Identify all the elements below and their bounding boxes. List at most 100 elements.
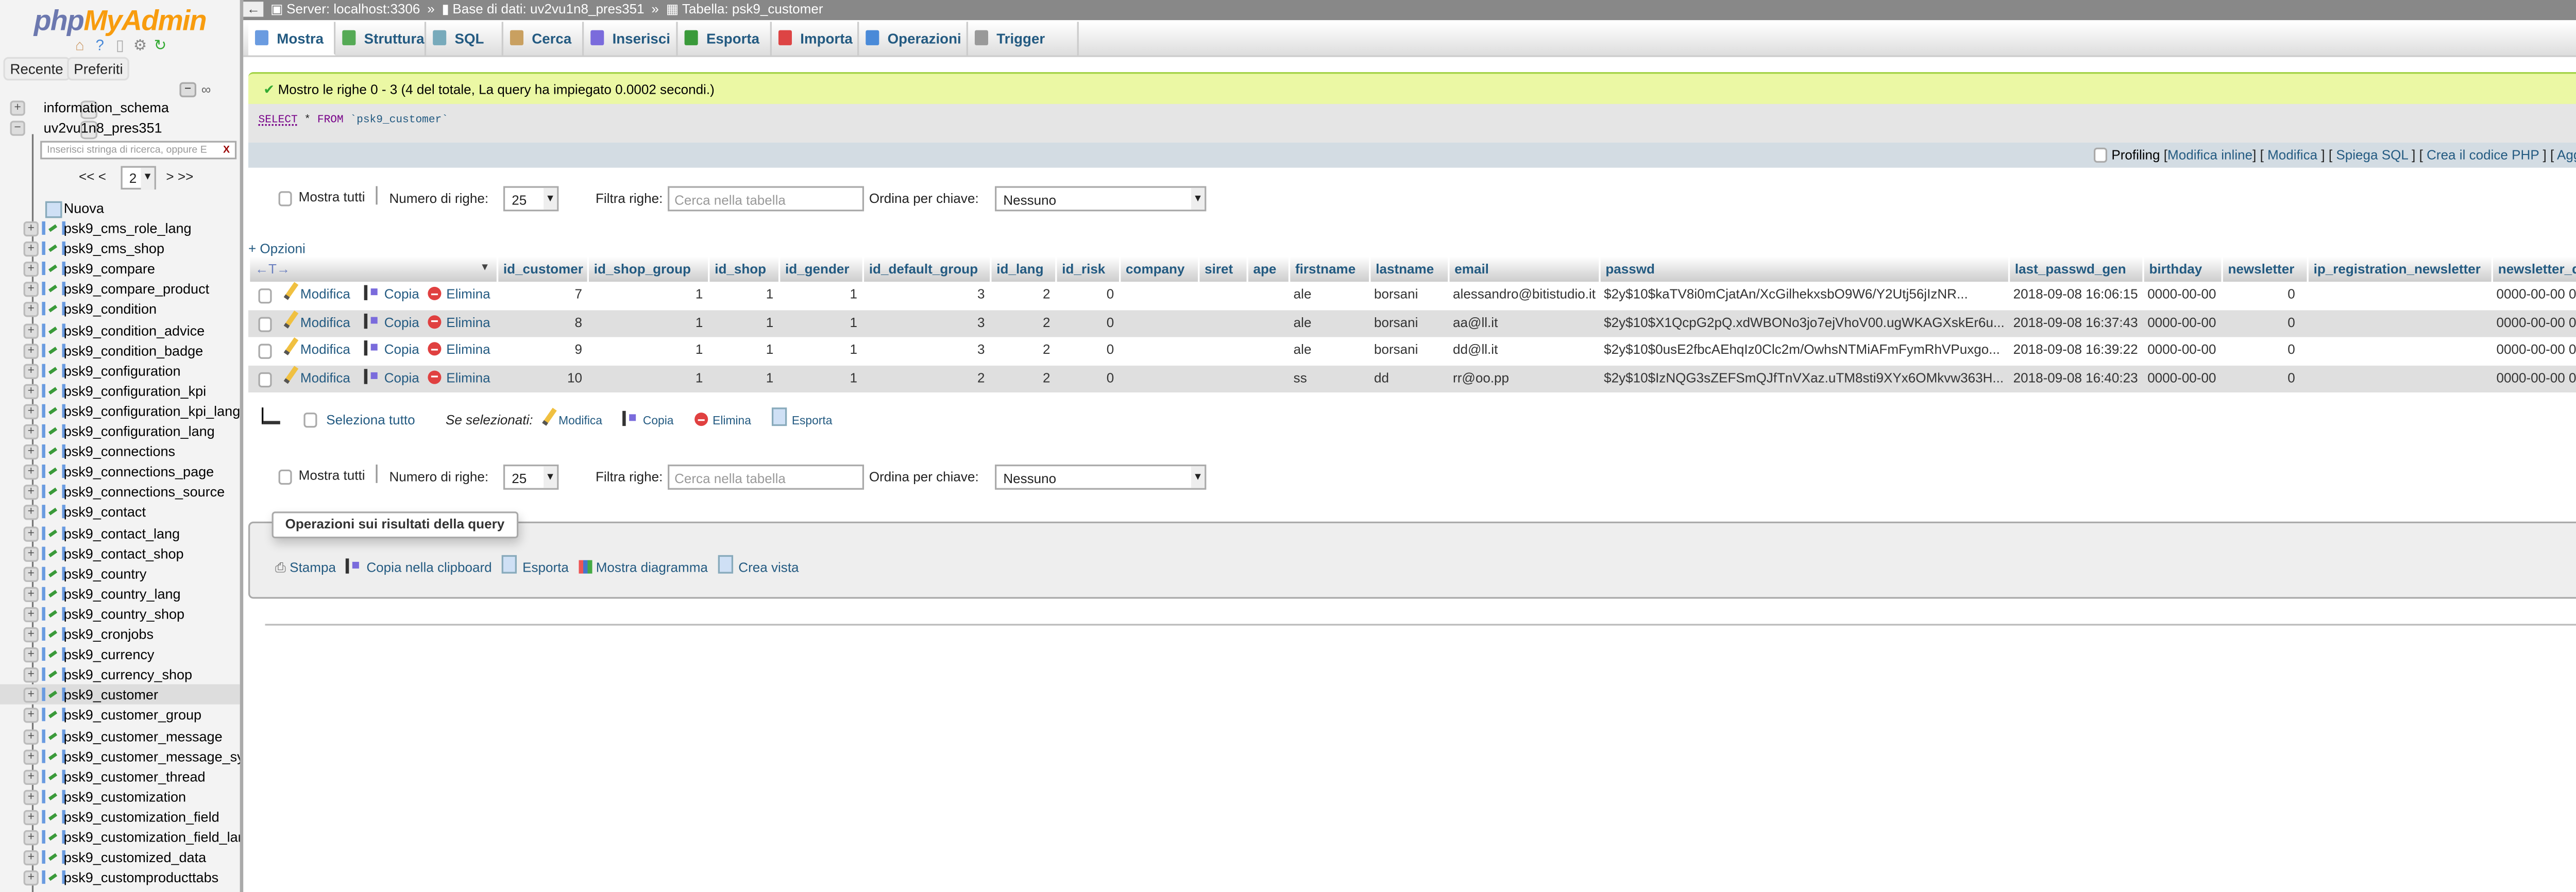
expand-icon[interactable]: +	[23, 830, 39, 846]
cell-birthday[interactable]: 0000-00-00	[2147, 342, 2216, 358]
order-by-key-select[interactable]: Nessuno ▼	[995, 465, 1207, 490]
sidebar-table-item[interactable]: + psk9_customer	[0, 684, 240, 705]
cell-id-default-group[interactable]: 3	[977, 342, 985, 358]
delete-row-button[interactable]: Elimina	[428, 365, 490, 393]
bulk-export-button[interactable]: Esporta	[771, 407, 832, 427]
edit-row-button[interactable]: Modifica	[283, 365, 350, 393]
home-icon[interactable]: ⌂	[75, 37, 84, 54]
sidebar-table-item[interactable]: + psk9_connections	[0, 441, 240, 461]
select-all-label[interactable]: Seleziona tutto	[326, 413, 415, 428]
sidebar-table-item[interactable]: + psk9_customization	[0, 786, 240, 807]
order-by-key-select[interactable]: Nessuno ▼	[995, 186, 1207, 212]
cell-id-lang[interactable]: 2	[1043, 286, 1050, 302]
sidebar-table-item[interactable]: + psk9_cms_shop	[0, 238, 240, 259]
filter-rows-input[interactable]: Cerca nella tabella	[668, 186, 865, 212]
bulk-edit-button[interactable]: Modifica	[541, 407, 602, 427]
column-header-ip-registration-newsletter[interactable]: ip_registration_newsletter	[2307, 256, 2492, 282]
recent-button[interactable]: Recente	[3, 57, 70, 81]
column-header-firstname[interactable]: firstname	[1288, 256, 1369, 282]
sidebar-table-item[interactable]: + psk9_customer_group	[0, 705, 240, 725]
column-header-id-lang[interactable]: id_lang	[990, 256, 1056, 282]
cell-id-shop-group[interactable]: 1	[695, 286, 703, 302]
sidebar-table-item[interactable]: + psk9_configuration_kpi	[0, 381, 240, 401]
cell-id-shop[interactable]: 1	[766, 286, 774, 302]
edit-row-button[interactable]: Modifica	[283, 310, 350, 337]
collapse-icon[interactable]: −	[10, 121, 25, 136]
cell-id-risk[interactable]: 0	[1106, 286, 1114, 302]
tab-inserisci[interactable]: Inserisci	[584, 22, 678, 56]
row-checkbox[interactable]	[258, 316, 272, 332]
cell-birthday[interactable]: 0000-00-00	[2147, 370, 2216, 386]
sidebar-table-item[interactable]: + psk9_country_shop	[0, 604, 240, 624]
cell-passwd[interactable]: $2y$10$0usE2fbcAEhqIz0Clc2m/OwhsNTMiAFmF…	[1604, 342, 2000, 358]
cell-id-gender[interactable]: 1	[850, 342, 858, 358]
column-header-ape[interactable]: ape	[1246, 256, 1289, 282]
sidebar-table-item[interactable]: + psk9_connections_page	[0, 461, 240, 482]
cell-id-risk[interactable]: 0	[1106, 370, 1114, 386]
expand-icon[interactable]: +	[23, 667, 39, 683]
expand-icon[interactable]: +	[23, 485, 39, 501]
sidebar-table-item[interactable]: + psk9_contact_shop	[0, 543, 240, 563]
db-uv2vu1n8-pres351[interactable]: − uv2vu1n8_pres351	[0, 117, 240, 140]
phpmyadmin-logo[interactable]: phpMyAdmin	[0, 5, 240, 39]
sidebar-table-item[interactable]: + psk9_customer_message	[0, 725, 240, 745]
expand-icon[interactable]: +	[23, 870, 39, 886]
tab-sql[interactable]: SQL	[426, 22, 503, 56]
export-button[interactable]: Esporta	[502, 555, 569, 575]
cell-id-lang[interactable]: 2	[1043, 314, 1050, 330]
pager-last[interactable]: >>	[177, 169, 194, 185]
expand-icon[interactable]: +	[23, 505, 39, 521]
expand-icon[interactable]: +	[23, 322, 39, 338]
cell-last-passwd-gen[interactable]: 2018-09-08 16:40:23	[2013, 370, 2138, 386]
db-information-schema[interactable]: + information_schema	[0, 97, 240, 119]
expand-icon[interactable]: +	[23, 282, 39, 298]
cell-newsletter-date-add[interactable]: 0000-00-00 00:00:00	[2496, 342, 2576, 358]
cell-birthday[interactable]: 0000-00-00	[2147, 314, 2216, 330]
sidebar-table-item[interactable]: + psk9_customproducttabs	[0, 867, 240, 887]
copy-row-button[interactable]: Copia	[364, 365, 419, 393]
cell-id-customer[interactable]: 9	[574, 342, 582, 358]
pager-next[interactable]: >	[166, 169, 174, 185]
copy-row-button[interactable]: Copia	[364, 310, 419, 337]
cell-newsletter[interactable]: 0	[2287, 370, 2295, 386]
sidebar-table-item[interactable]: + psk9_cronjobs	[0, 624, 240, 644]
cell-ape[interactable]	[1247, 337, 1289, 365]
expand-icon[interactable]: +	[23, 424, 39, 440]
column-header-id-customer[interactable]: id_customer	[496, 256, 587, 282]
cell-last-passwd-gen[interactable]: 2018-09-08 16:39:22	[2013, 342, 2138, 358]
edit-row-button[interactable]: Modifica	[283, 337, 350, 365]
cell-newsletter-date-add[interactable]: 0000-00-00 00:00:00	[2496, 314, 2576, 330]
delete-row-button[interactable]: Elimina	[428, 310, 490, 337]
profiling-checkbox[interactable]	[2094, 148, 2108, 164]
bulk-copy-button[interactable]: Copia	[622, 410, 674, 427]
sql-keyword-select[interactable]: SELECT	[258, 114, 298, 126]
collapse-all-icon[interactable]: −	[179, 82, 196, 97]
cell-ip-registration-newsletter[interactable]	[2307, 337, 2492, 365]
reload-icon[interactable]: ↻	[154, 37, 167, 54]
checkbox[interactable]	[278, 470, 292, 486]
docs-icon[interactable]: ▯	[115, 37, 124, 54]
cell-passwd[interactable]: $2y$10$X1QcpG2pQ.xdWBONo3jo7ejVhoV00.ugW…	[1604, 314, 2005, 330]
sort-dropdown-icon[interactable]: ▼	[480, 263, 490, 273]
cell-id-customer[interactable]: 10	[567, 370, 582, 386]
cell-ape[interactable]	[1247, 310, 1289, 337]
clear-search-icon[interactable]: X	[223, 146, 230, 156]
cell-id-lang[interactable]: 2	[1043, 370, 1050, 386]
expand-icon[interactable]: +	[23, 587, 39, 602]
expand-icon[interactable]: +	[23, 546, 39, 561]
tab-operazioni[interactable]: Operazioni	[859, 22, 968, 56]
cell-siret[interactable]	[1198, 337, 1246, 365]
explain-sql-link[interactable]: Spiega SQL	[2336, 147, 2408, 163]
cell-birthday[interactable]: 0000-00-00	[2147, 286, 2216, 302]
cell-newsletter[interactable]: 0	[2287, 342, 2295, 358]
cell-siret[interactable]	[1198, 282, 1246, 310]
edit-row-button[interactable]: Modifica	[283, 282, 350, 310]
cell-id-gender[interactable]: 1	[850, 286, 858, 302]
sidebar-table-item[interactable]: + psk9_contact_lang	[0, 522, 240, 542]
cell-firstname[interactable]: ale	[1293, 286, 1312, 302]
tab-importa[interactable]: Importa	[772, 22, 859, 56]
cell-firstname[interactable]: ss	[1293, 370, 1307, 386]
expand-icon[interactable]: +	[23, 363, 39, 379]
cell-id-shop-group[interactable]: 1	[695, 314, 703, 330]
cell-siret[interactable]	[1198, 365, 1246, 393]
